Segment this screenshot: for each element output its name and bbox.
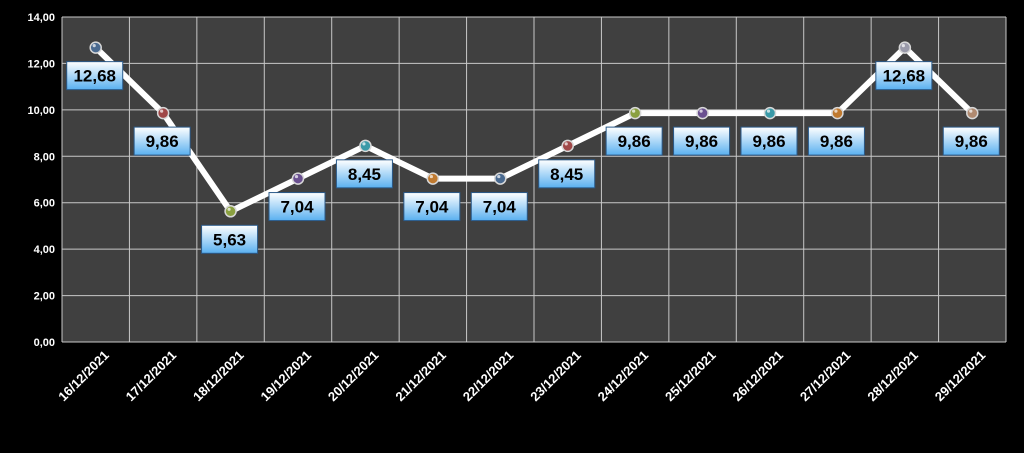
data-label: 12,68 <box>875 61 933 91</box>
x-tick-label: 16/12/2021 <box>55 348 112 405</box>
y-tick-label: 6,00 <box>34 198 55 210</box>
data-point <box>89 41 102 54</box>
data-point <box>426 172 440 185</box>
y-tick-label: 8,00 <box>34 151 55 163</box>
data-label-text: 8,45 <box>550 165 583 184</box>
data-label-text: 9,86 <box>955 132 988 151</box>
y-tick-label: 4,00 <box>34 244 55 256</box>
data-label-text: 9,86 <box>752 132 785 151</box>
x-tick-label: 18/12/2021 <box>190 348 247 405</box>
data-label: 9,86 <box>605 126 663 156</box>
data-label-text: 9,86 <box>146 132 179 151</box>
x-tick-label: 20/12/2021 <box>325 348 382 405</box>
data-label: 9,86 <box>807 126 865 156</box>
data-label-box <box>740 126 798 156</box>
data-label-box <box>538 159 596 189</box>
data-point-highlight <box>699 109 703 113</box>
data-label-text: 7,04 <box>483 198 517 217</box>
data-label: 9,86 <box>740 126 798 156</box>
data-label-text: 12,68 <box>883 67 926 86</box>
data-label-text: 9,86 <box>820 132 853 151</box>
data-label-text: 5,63 <box>213 230 246 249</box>
x-tick-label: 26/12/2021 <box>729 348 786 405</box>
data-point <box>696 106 709 120</box>
data-label-box <box>335 159 393 189</box>
data-label-box <box>942 126 1000 156</box>
data-point-highlight <box>497 174 501 179</box>
data-point <box>494 172 507 185</box>
data-label-box <box>470 192 528 222</box>
series <box>89 41 979 218</box>
data-label: 5,63 <box>201 224 259 254</box>
data-label: 8,45 <box>538 159 596 189</box>
data-point <box>831 106 844 120</box>
x-tick-label: 19/12/2021 <box>257 348 314 405</box>
data-label-text: 7,04 <box>415 198 449 217</box>
data-label-box <box>268 192 326 222</box>
data-label-box <box>875 61 933 91</box>
data-label-text: 12,68 <box>73 67 116 86</box>
x-tick-label: 29/12/2021 <box>932 348 989 405</box>
data-label: 7,04 <box>470 192 528 222</box>
x-tick-label: 21/12/2021 <box>392 348 449 405</box>
x-tick-label: 25/12/2021 <box>662 348 719 405</box>
data-point-highlight <box>834 109 838 113</box>
data-point-highlight <box>92 44 96 48</box>
data-point-highlight <box>362 142 366 146</box>
data-label-text: 8,45 <box>348 165 381 184</box>
series-line <box>92 44 976 215</box>
y-tick-label: 10,00 <box>27 105 55 117</box>
data-point <box>763 106 777 120</box>
data-label: 9,86 <box>673 126 731 156</box>
x-tick-label: 23/12/2021 <box>527 348 584 405</box>
data-label: 8,45 <box>335 159 393 189</box>
data-label: 7,04 <box>268 192 326 222</box>
x-tick-label: 22/12/2021 <box>460 348 517 405</box>
data-point <box>561 139 574 153</box>
data-label-box <box>807 126 865 156</box>
data-label-box <box>605 126 663 156</box>
y-tick-label: 14,00 <box>27 12 55 24</box>
y-tick-label: 0,00 <box>34 337 55 349</box>
data-point-highlight <box>564 142 568 146</box>
data-label-box <box>403 192 461 222</box>
x-tick-label: 24/12/2021 <box>595 348 652 405</box>
data-label-box <box>201 224 259 254</box>
data-point-highlight <box>227 207 231 211</box>
y-axis: 0,00 2,00 4,00 6,00 8,00 10,00 12,00 14,00 <box>27 12 55 349</box>
data-point <box>156 106 170 120</box>
y-tick-label: 2,00 <box>34 291 55 303</box>
data-label-box <box>673 126 731 156</box>
x-tick-label: 27/12/2021 <box>797 348 854 405</box>
x-axis: 16/12/2021 17/12/2021 18/12/2021 19/12/2021… <box>55 348 988 405</box>
data-point <box>628 106 642 120</box>
data-point <box>966 106 979 120</box>
data-point-highlight <box>429 174 433 179</box>
data-point-highlight <box>160 109 164 113</box>
data-label-text: 7,04 <box>280 198 314 217</box>
x-tick-label: 28/12/2021 <box>864 348 921 405</box>
data-label: 9,86 <box>133 126 191 156</box>
data-point <box>224 205 237 218</box>
data-point-highlight <box>766 109 771 113</box>
data-point <box>359 139 372 153</box>
data-label-box <box>66 61 124 91</box>
data-label-box <box>133 126 191 156</box>
data-point-highlight <box>294 174 299 179</box>
data-point <box>291 172 305 185</box>
data-point-highlight <box>969 109 973 113</box>
data-label-text: 9,86 <box>685 132 718 151</box>
data-label: 9,86 <box>942 126 1000 156</box>
data-point-highlight <box>632 109 636 113</box>
data-point <box>898 41 912 54</box>
data-label: 12,68 <box>66 61 124 91</box>
data-label-text: 9,86 <box>618 132 651 151</box>
data-labels: 12,68 9,86 5,63 7,04 8,45 7,04 7,04 8,45 9,86 9,8… <box>66 61 1000 254</box>
y-tick-label: 12,00 <box>27 58 55 70</box>
x-tick-label: 17/12/2021 <box>123 348 180 405</box>
data-label: 7,04 <box>403 192 461 222</box>
data-point-highlight <box>901 44 905 48</box>
